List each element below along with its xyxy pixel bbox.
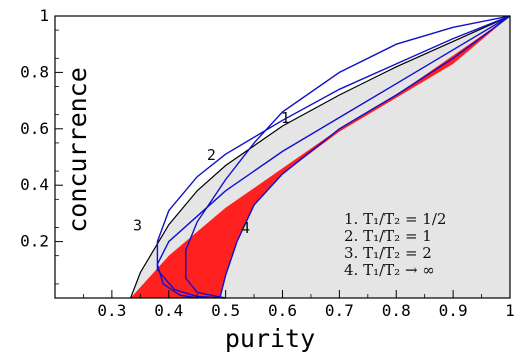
legend-entry-1: 1. T₁/T₂ = 1/2 [344, 210, 446, 228]
x-tick-label: 0.6 [268, 301, 297, 320]
y-tick-label: 0.8 [20, 62, 49, 81]
series-line-1 [185, 15, 511, 299]
curve-label-2: 2 [207, 146, 216, 164]
x-tick-label: 1 [505, 301, 515, 320]
series-line-3 [156, 15, 511, 299]
curve-label-3: 3 [133, 216, 142, 234]
plot-area: 0.3 0.4 0.5 0.6 0.7 0.8 0.9 1 0.2 0.4 0.6 0.8 1 1 2 3 4… [20, 6, 515, 320]
legend-entry-3: 3. T₁/T₂ = 2 [344, 244, 432, 262]
y-axis-title: concurrence [63, 67, 92, 233]
boundary-curve [130, 15, 511, 299]
series-line-2 [156, 15, 511, 299]
x-tick-label: 0.9 [439, 301, 468, 320]
x-tick-label: 0.5 [211, 301, 240, 320]
curve-labels: 1 2 3 4 [133, 109, 290, 237]
curve-label-1: 1 [281, 109, 290, 127]
legend-entry-2: 2. T₁/T₂ = 1 [344, 227, 432, 245]
x-tick-label: 0.3 [97, 301, 126, 320]
x-tick-label: 0.4 [154, 301, 183, 320]
series-group [156, 15, 511, 299]
y-tick-label: 0.4 [20, 175, 49, 194]
y-tick-label: 0.6 [20, 119, 49, 138]
x-tick-label: 0.8 [382, 301, 411, 320]
y-tick-label: 1 [39, 6, 49, 25]
x-tick-label: 0.7 [325, 301, 354, 320]
legend-entry-4: 4. T₁/T₂ → ∞ [344, 261, 435, 279]
series-line-4 [219, 15, 511, 299]
y-tick-label: 0.2 [20, 232, 49, 251]
red-region [130, 16, 510, 298]
ticks-group: 0.3 0.4 0.5 0.6 0.7 0.8 0.9 1 0.2 0.4 0.6 0.8 1 [20, 6, 515, 320]
x-axis-title: purity [225, 324, 315, 353]
curve-label-4: 4 [241, 219, 250, 237]
legend: 1. T₁/T₂ = 1/22. T₁/T₂ = 13. T₁/T₂ = 24.… [344, 210, 446, 279]
